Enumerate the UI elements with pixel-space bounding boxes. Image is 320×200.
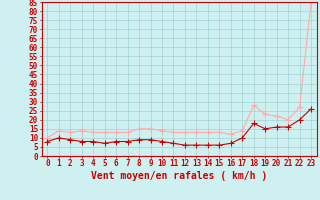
X-axis label: Vent moyen/en rafales ( km/h ): Vent moyen/en rafales ( km/h ) — [91, 171, 267, 181]
